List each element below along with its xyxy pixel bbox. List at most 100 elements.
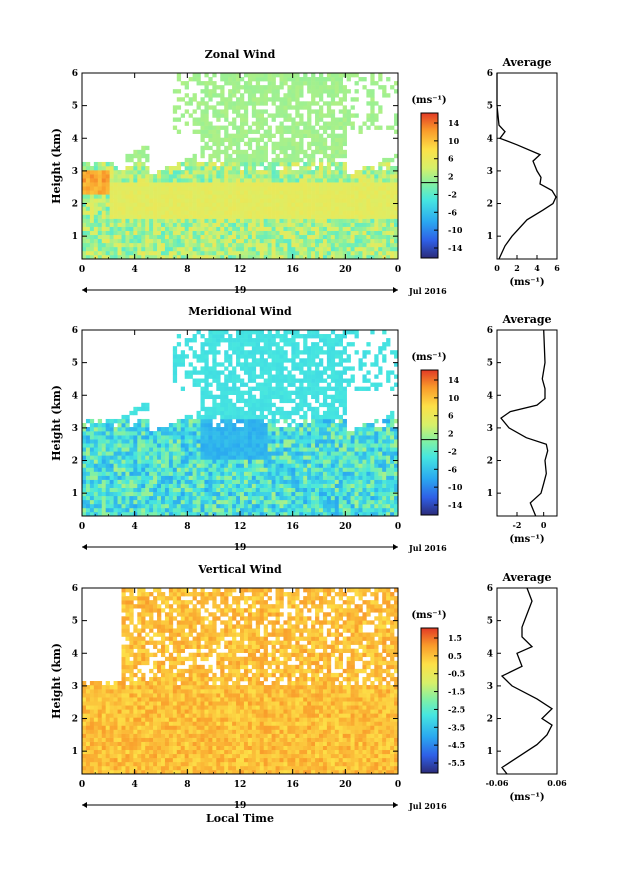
heatmap-cell xyxy=(200,202,205,207)
heatmap-cell xyxy=(161,254,166,260)
heatmap-cell xyxy=(89,254,95,260)
heatmap-cell xyxy=(346,226,351,231)
heatmap-cell xyxy=(188,491,193,497)
meridional-heatmap-field xyxy=(82,330,399,517)
heatmap-cell xyxy=(330,439,336,444)
heatmap-cell xyxy=(200,97,205,102)
heatmap-cell xyxy=(283,342,288,347)
heatmap-cell xyxy=(184,338,189,343)
heatmap-cell xyxy=(196,105,201,110)
heatmap-cell xyxy=(184,475,189,480)
heatmap-cell xyxy=(97,218,103,223)
heatmap-cell xyxy=(216,145,221,151)
heatmap-cell xyxy=(133,406,138,412)
heatmap-cell xyxy=(322,238,328,244)
heatmap-cell xyxy=(378,170,383,175)
x-tick-label: 16 xyxy=(286,265,299,275)
heatmap-cell xyxy=(259,455,264,460)
heatmap-cell xyxy=(303,222,308,227)
heatmap-cell xyxy=(192,153,197,159)
heatmap-cell xyxy=(271,499,276,505)
heatmap-cell xyxy=(354,198,359,203)
heatmap-cell xyxy=(326,113,332,118)
average-y-tick-label: 2 xyxy=(487,200,493,210)
heatmap-cell xyxy=(240,238,245,244)
heatmap-cell xyxy=(311,439,316,444)
heatmap-cell xyxy=(267,386,272,391)
average-x-tick-label: 2 xyxy=(514,263,520,273)
heatmap-cell xyxy=(271,487,276,493)
heatmap-cell xyxy=(259,109,264,114)
heatmap-cell xyxy=(311,153,316,159)
heatmap-cell xyxy=(342,451,347,456)
heatmap-cell xyxy=(137,459,142,464)
zonal-heatmap-field xyxy=(82,73,399,260)
heatmap-cell xyxy=(322,435,328,440)
heatmap-cell xyxy=(228,427,233,432)
heatmap-cell xyxy=(287,479,292,484)
heatmap-cell xyxy=(299,487,304,493)
heatmap-cell xyxy=(236,89,241,94)
heatmap-cell xyxy=(366,101,371,106)
heatmap-cell xyxy=(338,198,343,203)
heatmap-cell xyxy=(113,503,118,509)
heatmap-cell xyxy=(243,499,249,505)
heatmap-cell xyxy=(303,250,308,256)
heatmap-cell xyxy=(378,218,383,223)
heatmap-cell xyxy=(125,222,130,227)
heatmap-cell xyxy=(216,85,221,90)
heatmap-cell xyxy=(216,491,221,497)
heatmap-cell xyxy=(176,451,182,456)
heatmap-cell xyxy=(125,467,130,472)
heatmap-cell xyxy=(236,85,241,90)
heatmap-cell xyxy=(204,105,209,110)
heatmap-cell xyxy=(208,342,213,347)
heatmap-cell xyxy=(240,394,245,400)
heatmap-cell xyxy=(319,254,324,260)
heatmap-cell xyxy=(283,511,288,517)
heatmap-cell xyxy=(236,101,241,106)
heatmap-cell xyxy=(89,170,95,175)
heatmap-cell xyxy=(386,182,391,187)
heatmap-cell xyxy=(228,174,233,179)
heatmap-cell xyxy=(275,178,280,183)
heatmap-cell xyxy=(251,471,257,476)
heatmap-cell xyxy=(133,467,138,472)
heatmap-cell xyxy=(224,218,229,223)
heatmap-cell xyxy=(93,491,99,497)
heatmap-cell xyxy=(322,190,328,195)
heatmap-cell xyxy=(394,174,399,179)
heatmap-cell xyxy=(279,105,284,110)
heatmap-cell xyxy=(295,390,300,395)
heatmap-cell xyxy=(125,202,130,207)
heatmap-cell xyxy=(307,178,312,183)
heatmap-cell xyxy=(267,435,272,440)
heatmap-cell xyxy=(275,218,280,223)
heatmap-cell xyxy=(366,166,371,171)
heatmap-cell xyxy=(97,194,103,199)
heatmap-cell xyxy=(342,471,347,476)
heatmap-cell xyxy=(287,483,292,488)
heatmap-cell xyxy=(291,418,296,424)
heatmap-cell xyxy=(232,431,237,436)
heatmap-cell xyxy=(370,222,375,227)
heatmap-cell xyxy=(85,206,91,211)
heatmap-cell xyxy=(291,117,296,122)
heatmap-cell xyxy=(291,226,296,231)
heatmap-cell xyxy=(247,157,253,163)
heatmap-cell xyxy=(220,166,225,171)
heatmap-cell xyxy=(338,194,343,199)
heatmap-cell xyxy=(326,374,332,379)
heatmap-cell xyxy=(334,137,340,143)
heatmap-cell xyxy=(180,218,185,223)
heatmap-cell xyxy=(212,186,217,191)
heatmap-cell xyxy=(295,85,300,90)
heatmap-cell xyxy=(263,338,268,343)
heatmap-cell xyxy=(307,475,312,480)
heatmap-cell xyxy=(224,246,229,252)
heatmap-cell xyxy=(89,418,95,424)
heatmap-cell xyxy=(291,210,296,215)
heatmap-cell xyxy=(378,238,383,244)
heatmap-cell xyxy=(164,242,170,248)
heatmap-cell xyxy=(117,451,122,456)
